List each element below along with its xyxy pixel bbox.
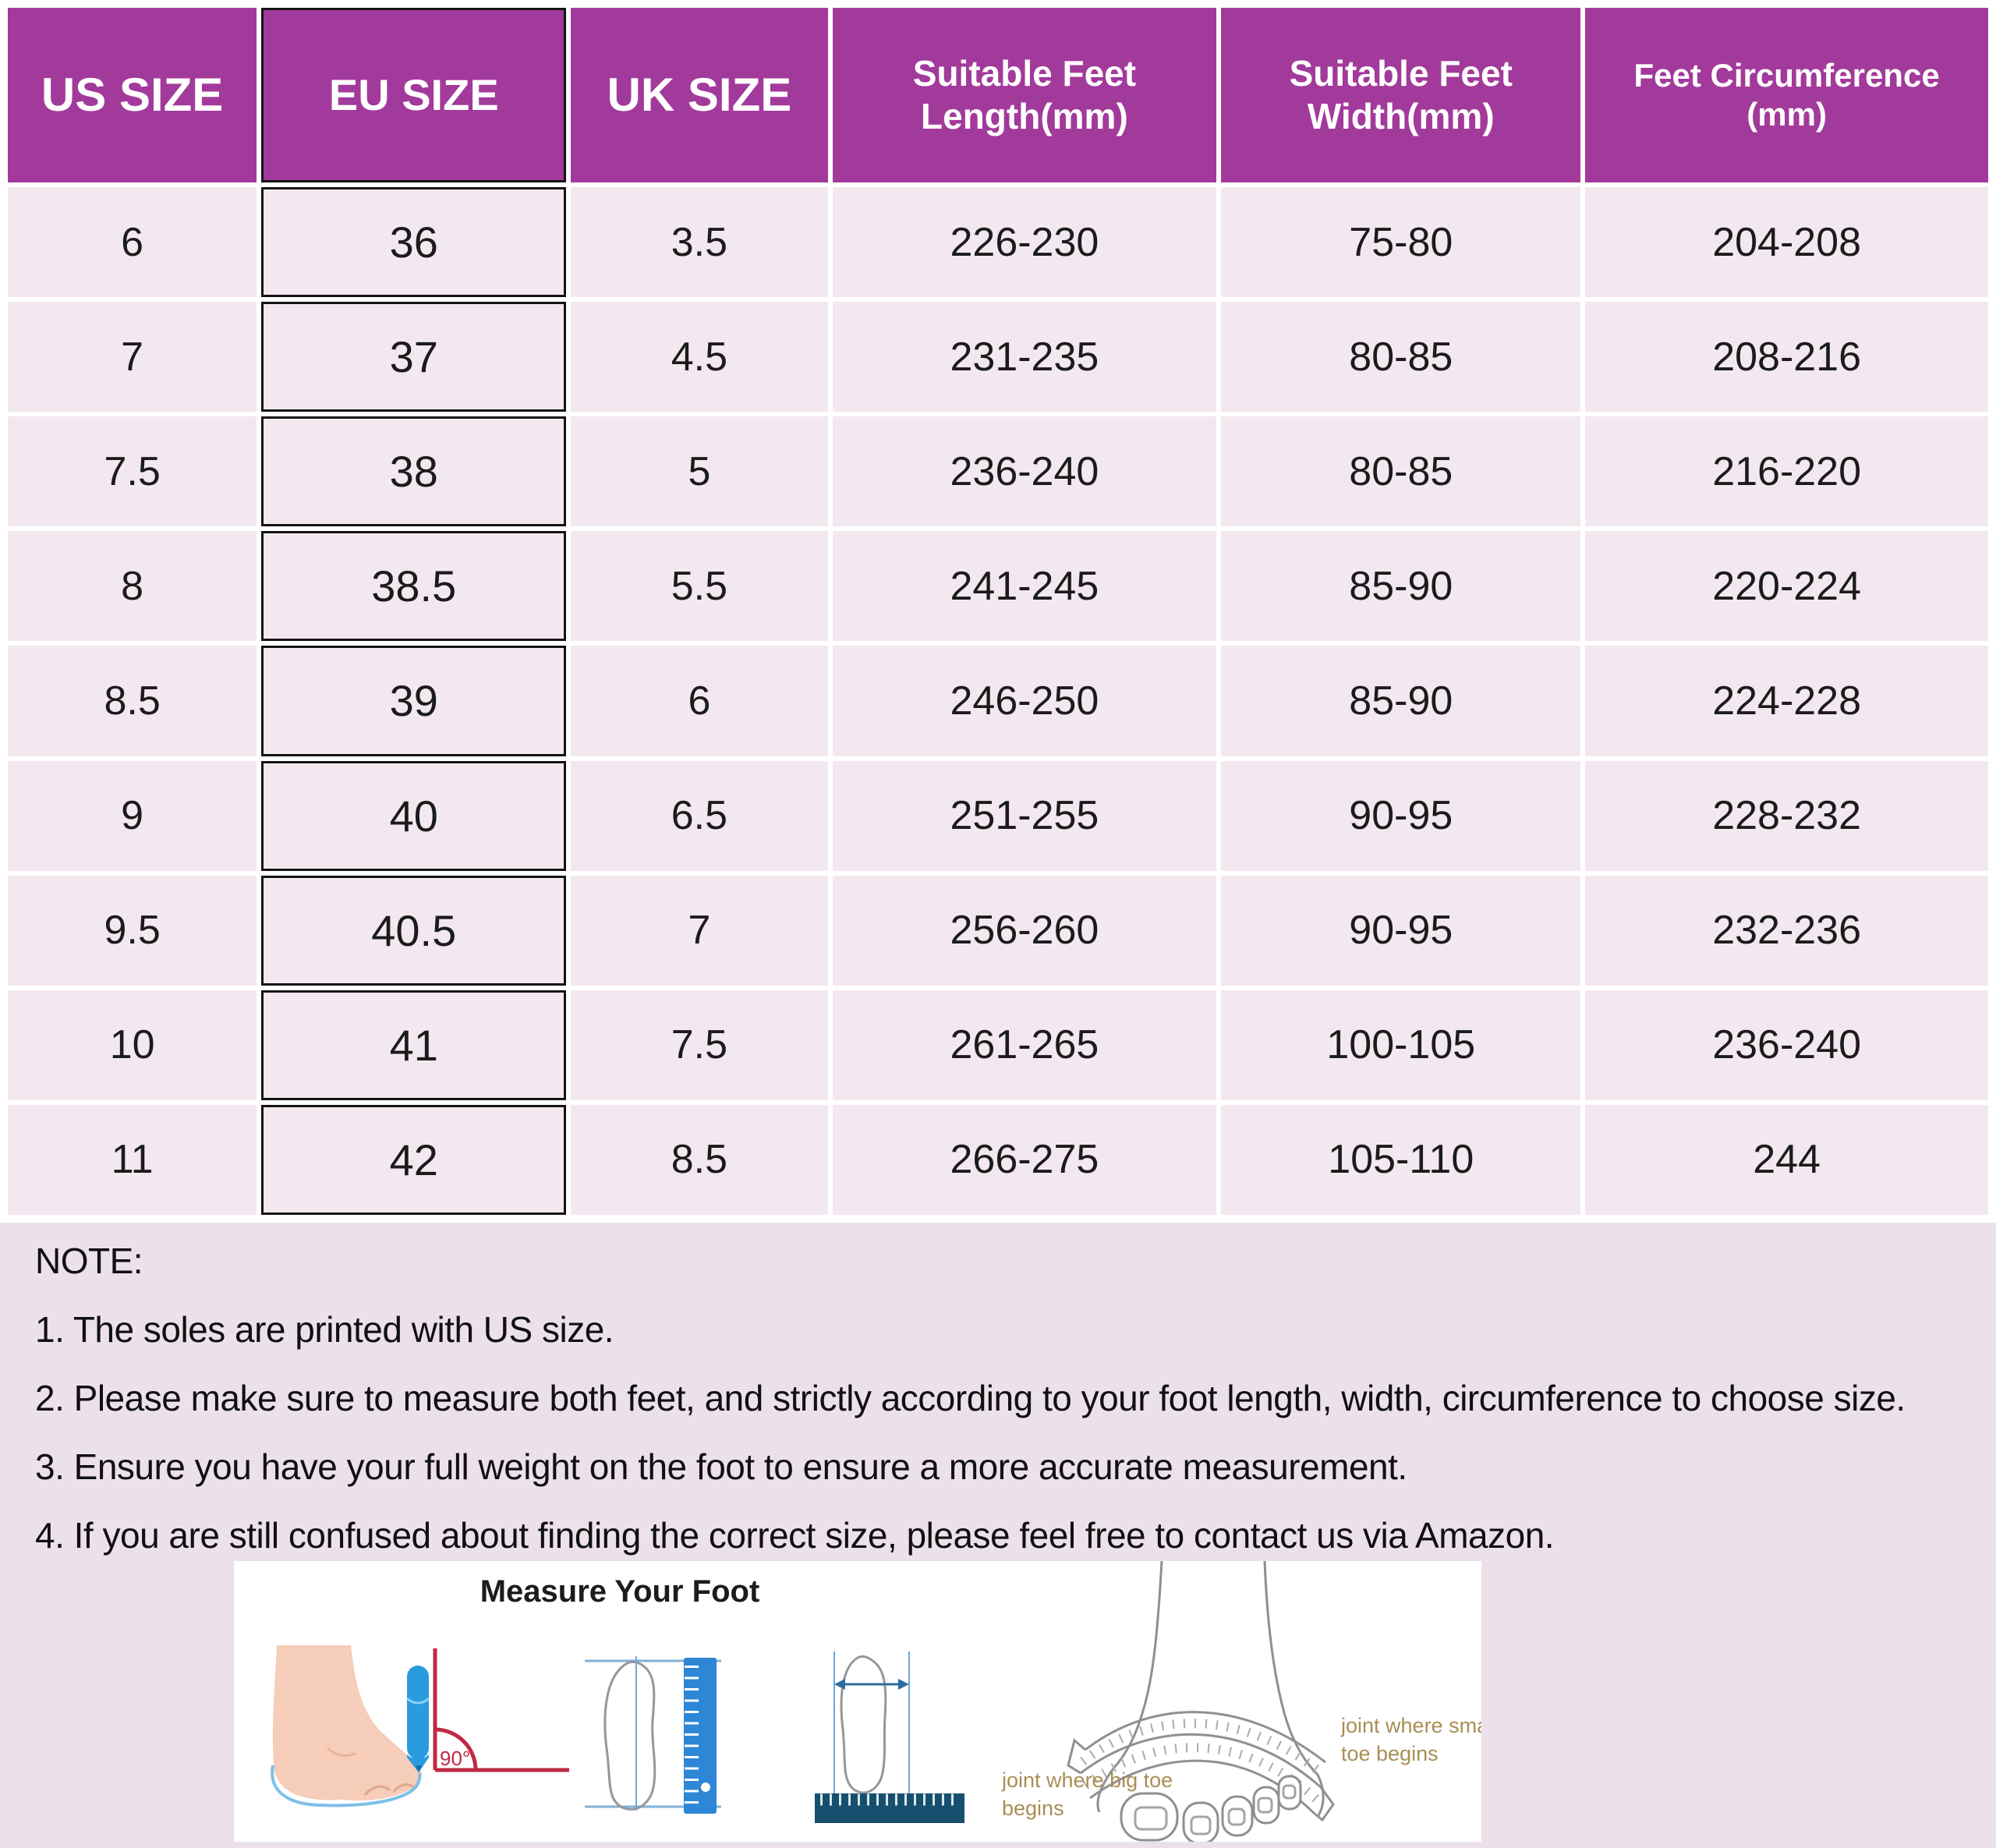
table-cell: 236-240 (832, 416, 1217, 527)
column-header-feet-width: Suitable Feet Width(mm) (1221, 8, 1581, 182)
foot-circumference-illustration: joint where small toe begins joint where… (1001, 1561, 1481, 1842)
table-cell: 8.5 (571, 1104, 828, 1215)
table-cell: 41 (261, 989, 567, 1100)
table-cell: 226-230 (832, 187, 1217, 298)
column-header-feet-circumference: Feet Circumference (mm) (1585, 8, 1988, 182)
table-cell: 10 (8, 989, 257, 1100)
table-cell: 224-228 (1585, 646, 1988, 756)
table-cell: 36 (261, 187, 567, 298)
table-cell: 216-220 (1585, 416, 1988, 527)
column-header-eu-size: EU SIZE (261, 8, 567, 182)
notes-section: NOTE: 1. The soles are printed with US s… (35, 1240, 1984, 1556)
table-cell: 38.5 (261, 531, 567, 642)
table-cell: 85-90 (1221, 646, 1581, 756)
table-cell: 7.5 (571, 989, 828, 1100)
table-cell: 105-110 (1221, 1104, 1581, 1215)
table-cell: 40 (261, 760, 567, 871)
table-cell: 204-208 (1585, 187, 1988, 298)
table-cell: 37 (261, 302, 567, 412)
table-cell: 38 (261, 416, 567, 527)
table-cell: 246-250 (832, 646, 1217, 756)
table-cell: 261-265 (832, 989, 1217, 1100)
measure-foot-panel: Measure Your Foot 90° (234, 1561, 1481, 1842)
table-cell: 228-232 (1585, 760, 1988, 871)
table-cell: 75-80 (1221, 187, 1581, 298)
table-cell: 220-224 (1585, 531, 1988, 642)
right-angle-guide: 90° (433, 1648, 569, 1772)
width-arrow-icon (834, 1679, 909, 1690)
table-cell: 236-240 (1585, 989, 1988, 1100)
note-item-1: 1. The soles are printed with US size. (35, 1309, 614, 1350)
table-cell: 6 (8, 187, 257, 298)
notes-title: NOTE: (35, 1241, 143, 1281)
table-cell: 232-236 (1585, 875, 1988, 986)
table-cell: 251-255 (832, 760, 1217, 871)
table-cell: 40.5 (261, 875, 567, 986)
table-cell: 7 (571, 875, 828, 986)
table-cell: 11 (8, 1104, 257, 1215)
table-cell: 5.5 (571, 531, 828, 642)
table-cell: 8 (8, 531, 257, 642)
table-cell: 7 (8, 302, 257, 412)
table-cell: 256-260 (832, 875, 1217, 986)
ruler-horizontal-icon (815, 1793, 964, 1823)
toes (1120, 1775, 1302, 1842)
column-header-uk-size: UK SIZE (571, 8, 828, 182)
table-cell: 4.5 (571, 302, 828, 412)
foot-length-measure (585, 1656, 721, 1814)
table-cell: 5 (571, 416, 828, 527)
foot-trace-illustration: 90° (271, 1645, 569, 1807)
note-item-3: 3. Ensure you have your full weight on t… (35, 1446, 1407, 1487)
note-item-4: 4. If you are still confused about findi… (35, 1515, 1555, 1556)
table-cell: 208-216 (1585, 302, 1988, 412)
table-cell: 80-85 (1221, 302, 1581, 412)
pencil-icon (405, 1666, 430, 1772)
table-cell: 9 (8, 760, 257, 871)
table-cell: 80-85 (1221, 416, 1581, 527)
angle-label: 90° (440, 1747, 470, 1770)
size-chart-grid: US SIZE EU SIZE UK SIZE Suitable Feet Le… (8, 8, 1988, 1215)
note-item-2: 2. Please make sure to measure both feet… (35, 1378, 1906, 1418)
table-cell: 231-235 (832, 302, 1217, 412)
big-toe-label: joint where big toe begins (1001, 1768, 1179, 1820)
table-cell: 90-95 (1221, 875, 1581, 986)
table-cell: 241-245 (832, 531, 1217, 642)
foot-width-measure (815, 1652, 964, 1823)
table-cell: 8.5 (8, 646, 257, 756)
size-chart-table: US SIZE EU SIZE UK SIZE Suitable Feet Le… (0, 0, 1996, 1223)
table-cell: 90-95 (1221, 760, 1581, 871)
measure-foot-illustration: Measure Your Foot 90° (271, 1561, 1481, 1842)
table-cell: 244 (1585, 1104, 1988, 1215)
illustration-title: Measure Your Foot (480, 1574, 760, 1609)
table-cell: 3.5 (571, 187, 828, 298)
table-cell: 6 (571, 646, 828, 756)
table-cell: 42 (261, 1104, 567, 1215)
column-header-us-size: US SIZE (8, 8, 257, 182)
column-header-feet-length: Suitable Feet Length(mm) (832, 8, 1217, 182)
ruler-vertical-icon (684, 1658, 717, 1814)
small-toe-label: joint where small toe begins (1340, 1714, 1481, 1765)
table-cell: 39 (261, 646, 567, 756)
table-cell: 7.5 (8, 416, 257, 527)
table-cell: 9.5 (8, 875, 257, 986)
table-cell: 100-105 (1221, 989, 1581, 1100)
table-cell: 266-275 (832, 1104, 1217, 1215)
table-cell: 6.5 (571, 760, 828, 871)
table-cell: 85-90 (1221, 531, 1581, 642)
